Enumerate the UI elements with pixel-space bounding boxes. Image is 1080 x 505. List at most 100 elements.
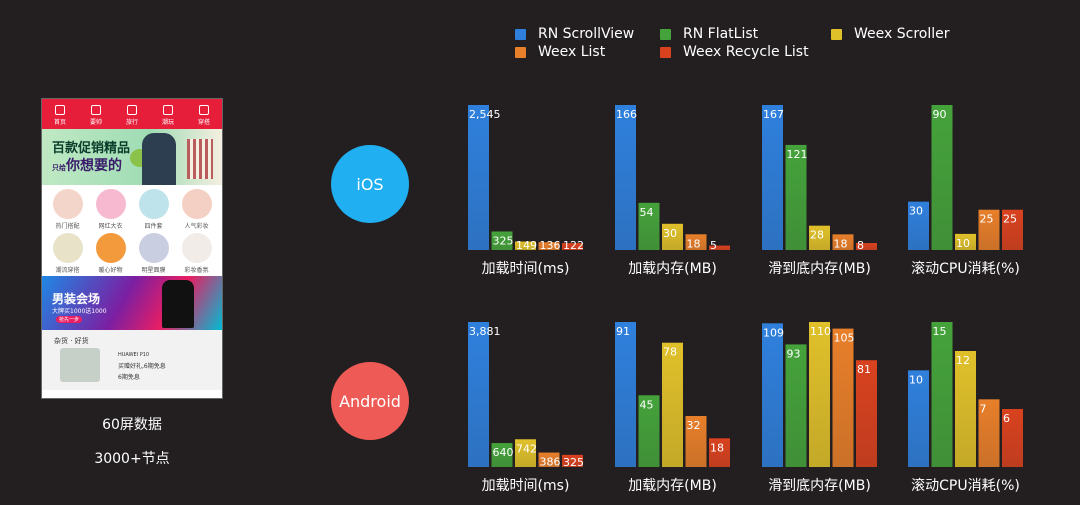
x-axis-label: 加载内存(MB) bbox=[628, 478, 717, 494]
bar-rn-flatlist bbox=[491, 443, 513, 467]
data-label: 105 bbox=[834, 332, 855, 345]
data-label: 25 bbox=[1003, 213, 1017, 226]
bar-weex-list bbox=[832, 234, 854, 250]
legend-weex-list: Weex List bbox=[515, 44, 605, 60]
legend-rn-flatlist: RN FlatList bbox=[660, 26, 758, 42]
x-axis-label: 加载内存(MB) bbox=[628, 261, 717, 277]
bar-weex-scroller bbox=[515, 439, 536, 467]
data-label: 167 bbox=[763, 108, 784, 121]
product-image bbox=[60, 348, 100, 382]
category-label: 彩妆香氛 bbox=[184, 267, 209, 274]
category-image bbox=[181, 189, 212, 219]
data-label: 3,881 bbox=[469, 325, 501, 338]
bar-rn-flatlist bbox=[638, 395, 660, 467]
bar-rn-scrollview bbox=[468, 322, 489, 467]
legend-weex-scroller: Weex Scroller bbox=[831, 26, 949, 42]
legend-swatch bbox=[831, 28, 842, 40]
data-label: 45 bbox=[640, 398, 654, 411]
category-image bbox=[95, 189, 126, 219]
data-label: 325 bbox=[563, 456, 584, 469]
bar-rn-scrollview bbox=[615, 105, 636, 250]
product-feature: 买赠好礼,6期免息 bbox=[118, 363, 166, 370]
category-item: 潮流穿搭 bbox=[46, 233, 89, 274]
product-section-title: 杂货 · 好货 bbox=[54, 337, 89, 345]
phone-category-grid: 热门搭配 网红大衣 四件套 人气彩妆 潮流穿搭 暖心好物 明星面膜 彩妆香氛 bbox=[42, 185, 222, 274]
tab-icon bbox=[90, 105, 101, 115]
phone-tab-label: 旅行 bbox=[125, 119, 138, 126]
bar-weex-scroller bbox=[955, 351, 976, 467]
bar-weex-recycle-list bbox=[562, 454, 583, 467]
caption-nodes: 3000+节点 bbox=[94, 451, 170, 467]
legend-label: RN ScrollView bbox=[538, 26, 635, 42]
chart-panel-ios-4: 30 90 10 25 25 滚动CPU消耗(%) bbox=[908, 105, 1023, 277]
tab-icon bbox=[54, 105, 65, 115]
data-label: 30 bbox=[909, 205, 923, 218]
data-label: 6 bbox=[1003, 412, 1010, 425]
category-label: 四件套 bbox=[144, 223, 163, 230]
data-label: 10 bbox=[956, 237, 970, 250]
category-image bbox=[138, 189, 169, 219]
category-label: 潮流穿搭 bbox=[55, 267, 80, 274]
data-label: 18 bbox=[710, 441, 724, 454]
bar-rn-flatlist bbox=[638, 202, 660, 250]
data-label: 15 bbox=[933, 325, 947, 338]
ios-label: iOS bbox=[356, 174, 384, 194]
bar-weex-list bbox=[685, 416, 707, 467]
banner-subtitle: 只给你想要的 bbox=[52, 155, 122, 175]
bar-weex-recycle-list bbox=[562, 243, 583, 250]
data-label: 7 bbox=[980, 402, 987, 415]
data-label: 166 bbox=[616, 108, 637, 121]
data-label: 91 bbox=[616, 325, 630, 338]
bar-weex-scroller bbox=[515, 241, 536, 250]
sale-title: 男装会场 bbox=[52, 292, 101, 306]
category-image bbox=[181, 233, 212, 263]
legend-swatch bbox=[660, 28, 671, 40]
data-label: 5 bbox=[710, 239, 717, 252]
data-label: 742 bbox=[516, 442, 537, 455]
sale-button: 抢先一步 bbox=[56, 316, 83, 323]
phone-tab-label: 穿搭 bbox=[197, 119, 210, 126]
chart-panel-android-4: 10 15 12 7 6 滚动CPU消耗(%) bbox=[908, 322, 1023, 494]
legend-weex-recycle-list: Weex Recycle List bbox=[660, 44, 809, 60]
bar-weex-list bbox=[978, 399, 1000, 467]
phone-product-card: 杂货 · 好货 HUAWEI P10 买赠好礼,6期免息 6期免息 bbox=[42, 330, 222, 390]
data-label: 149 bbox=[516, 239, 537, 252]
category-label: 暖心好物 bbox=[98, 267, 123, 274]
data-label: 18 bbox=[687, 237, 701, 250]
data-label: 122 bbox=[563, 239, 584, 252]
lipstick-image bbox=[187, 139, 213, 179]
data-label: 136 bbox=[540, 239, 561, 252]
category-item: 网红大衣 bbox=[89, 189, 132, 230]
bar-rn-flatlist bbox=[785, 144, 807, 250]
data-label: 121 bbox=[787, 148, 808, 161]
phone-tab: 穿搭 bbox=[198, 105, 210, 126]
sale-subtitle: 大牌买1000送1000 bbox=[52, 308, 107, 315]
bar-weex-scroller bbox=[662, 223, 683, 250]
legend-rn-scrollview: RN ScrollView bbox=[515, 26, 634, 42]
data-label: 28 bbox=[810, 229, 824, 242]
phone-tab-label: 要帅 bbox=[89, 119, 102, 126]
category-item: 明星面膜 bbox=[132, 233, 175, 274]
bar-weex-list bbox=[538, 242, 560, 250]
bar-rn-scrollview bbox=[762, 105, 783, 250]
data-label: 640 bbox=[493, 446, 514, 459]
data-label: 90 bbox=[933, 108, 947, 121]
category-label: 网红大衣 bbox=[98, 223, 123, 230]
legend-label: Weex Recycle List bbox=[683, 44, 809, 60]
data-label: 110 bbox=[810, 325, 831, 338]
bar-rn-scrollview bbox=[615, 322, 636, 467]
phone-sale-banner: 男装会场 大牌买1000送1000 抢先一步 bbox=[42, 276, 222, 330]
phone-tab: 旅行 bbox=[126, 105, 138, 126]
bar-weex-list bbox=[832, 328, 854, 467]
x-axis-label: 滚动CPU消耗(%) bbox=[911, 260, 1020, 277]
tab-icon bbox=[162, 105, 173, 115]
data-label: 10 bbox=[909, 373, 923, 386]
bar-rn-flatlist bbox=[931, 322, 953, 467]
data-label: 325 bbox=[493, 234, 514, 247]
phone-tab-label: 首页 bbox=[53, 119, 66, 126]
bar-weex-list bbox=[978, 209, 1000, 250]
legend-swatch bbox=[515, 28, 526, 40]
category-label: 人气彩妆 bbox=[184, 223, 209, 230]
